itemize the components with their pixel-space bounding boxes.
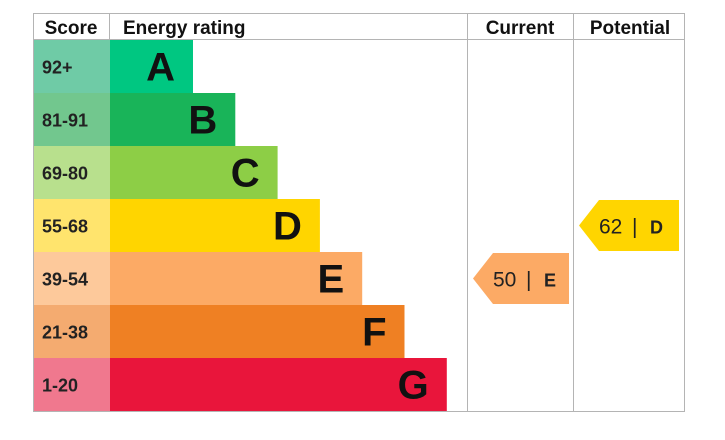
band-bar-e	[110, 252, 363, 305]
band-bar-b	[110, 93, 236, 146]
score-cell-e	[34, 252, 110, 305]
current-arrow	[473, 253, 569, 304]
score-range-d: 55-68	[42, 217, 88, 237]
band-letter-d: D	[273, 205, 302, 249]
current-separator: |	[526, 269, 531, 292]
score-cell-c	[34, 146, 110, 199]
band-letter-c: C	[231, 152, 260, 196]
current-letter: E	[544, 271, 556, 291]
band-letter-e: E	[318, 258, 345, 302]
potential-letter: D	[650, 218, 663, 238]
rating-indicators: 50 | E 62 | D	[473, 200, 679, 304]
score-range-f: 21-38	[42, 323, 88, 343]
score-range-b: 81-91	[42, 111, 88, 131]
score-cell-g	[34, 358, 110, 411]
energy-rating-header: Energy rating	[123, 18, 245, 39]
score-range-e: 39-54	[42, 270, 88, 290]
table-grid	[33, 13, 685, 412]
score-range-c: 69-80	[42, 164, 88, 184]
band-letter-f: F	[362, 311, 386, 355]
potential-separator: |	[632, 216, 637, 239]
score-cell-d	[34, 199, 110, 252]
score-header: Score	[45, 18, 98, 39]
band-letter-a: A	[146, 46, 175, 90]
potential-arrow	[579, 200, 679, 251]
current-value: 50	[493, 269, 516, 292]
table-border	[33, 13, 685, 412]
band-letter-g: G	[398, 364, 429, 408]
score-cell-f	[34, 305, 110, 358]
band-bar-c	[110, 146, 278, 199]
current-header: Current	[486, 18, 555, 39]
band-letter-b: B	[188, 99, 217, 143]
score-range-a: 92+	[42, 58, 73, 78]
potential-value: 62	[599, 216, 622, 239]
score-range-g: 1-20	[42, 376, 78, 396]
potential-header: Potential	[590, 18, 670, 39]
rating-bands: 92+ A 81-91 B 69-80 C 55-68 D 39-54 E 21-38 F 1-20 G	[34, 40, 447, 411]
band-bar-g	[110, 358, 447, 411]
score-cell-a	[34, 40, 110, 93]
band-bar-d	[110, 199, 320, 252]
score-cell-b	[34, 93, 110, 146]
band-bar-a	[110, 40, 193, 93]
band-bar-f	[110, 305, 405, 358]
